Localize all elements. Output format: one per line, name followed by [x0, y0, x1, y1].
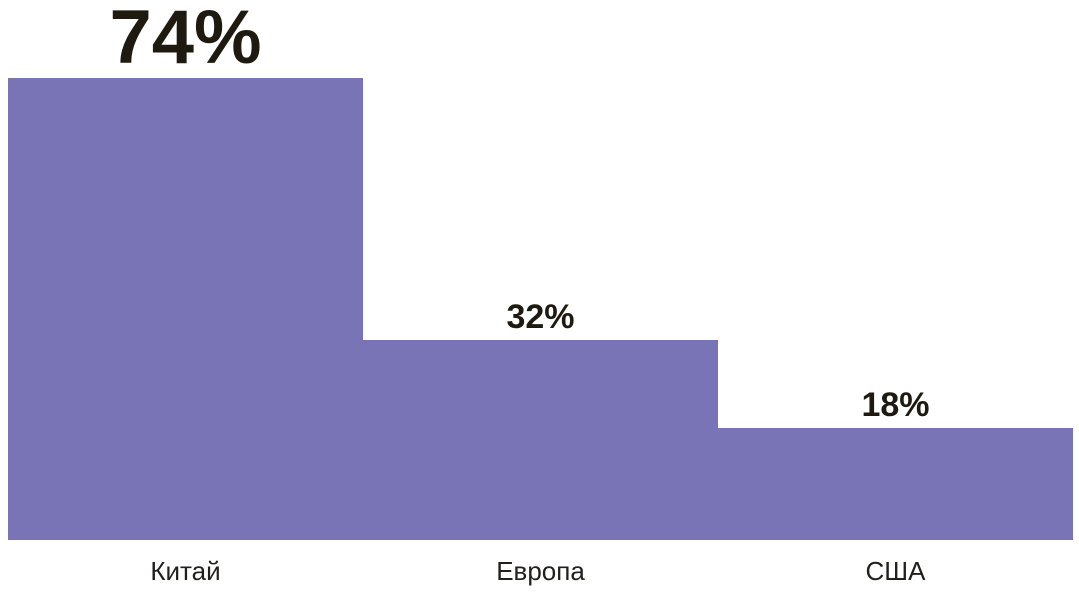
- value-label-china: 74%: [109, 0, 262, 80]
- plot-area: 74% 32% 18%: [8, 0, 1073, 540]
- bar-group-europe: 32%: [363, 300, 718, 540]
- x-axis: Китай Европа США: [8, 540, 1073, 597]
- bar-usa: [718, 427, 1073, 540]
- value-label-europe: 32%: [506, 298, 575, 337]
- value-label-usa: 18%: [861, 385, 930, 424]
- bar-china: [8, 78, 363, 540]
- bar-group-china: 74%: [8, 0, 363, 540]
- bar-group-usa: 18%: [718, 388, 1073, 540]
- category-label-usa: США: [865, 556, 926, 586]
- bar-europe: [363, 340, 718, 540]
- category-label-china: Китай: [150, 556, 221, 586]
- category-label-europe: Европа: [496, 556, 585, 586]
